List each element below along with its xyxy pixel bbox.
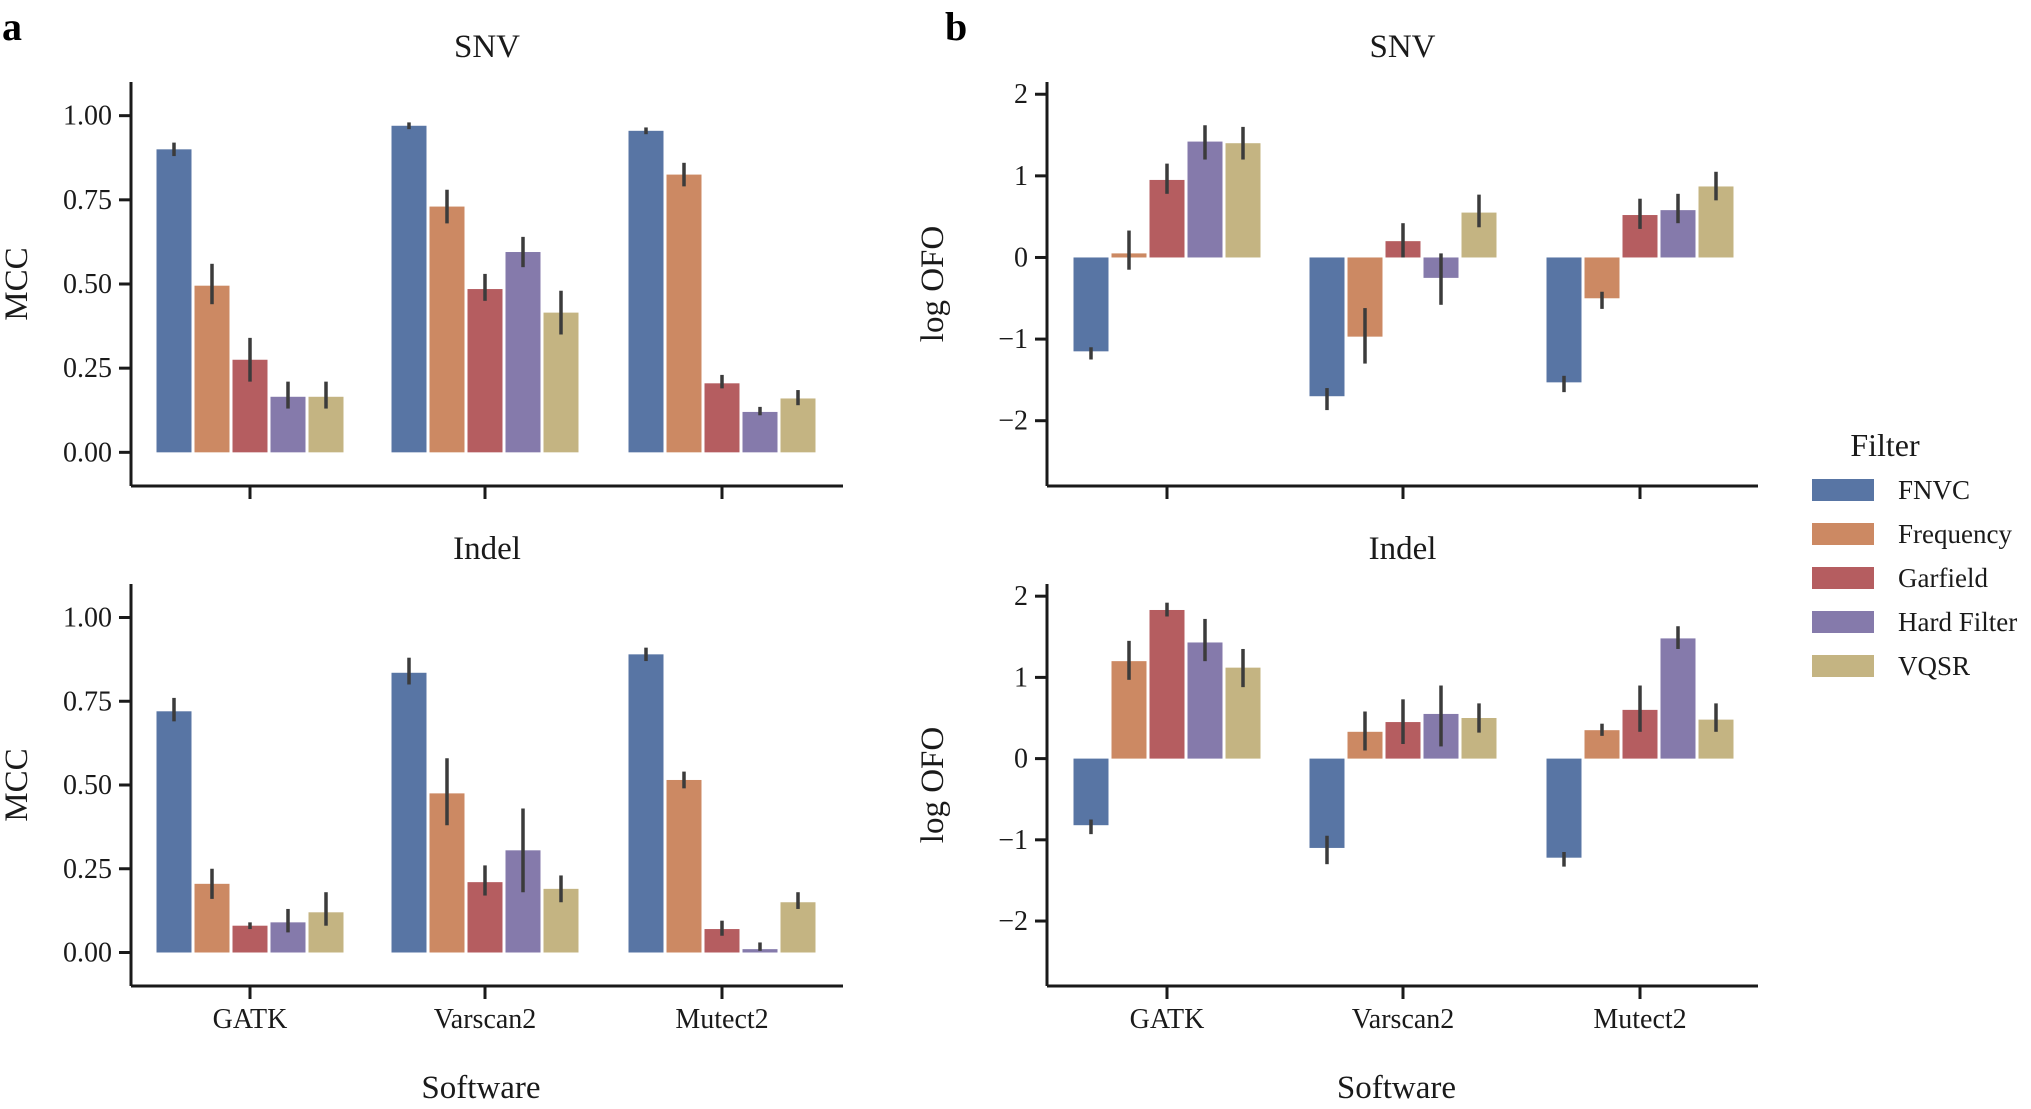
- x-tick-label: Varscan2: [434, 1004, 537, 1035]
- chart-title: Indel: [1369, 531, 1437, 567]
- panel-letter-a: a: [2, 4, 22, 49]
- bar-fnvc: [628, 130, 664, 453]
- bar-garfield: [704, 929, 740, 953]
- y-axis-label: MCC: [0, 748, 35, 821]
- legend-title: Filter: [1850, 427, 1920, 463]
- bar-vqsr: [780, 398, 816, 453]
- y-tick-label: −1: [998, 825, 1028, 856]
- bar-frequency: [666, 779, 702, 953]
- y-tick-label: 1.00: [63, 603, 112, 634]
- bar-garfield: [232, 925, 268, 953]
- x-tick-label: Mutect2: [1593, 1004, 1686, 1035]
- y-tick-label: 0.00: [63, 437, 112, 468]
- legend-swatch-vqsr: [1812, 655, 1874, 677]
- legend-label: Hard Filter: [1898, 607, 2017, 637]
- bar-garfield: [467, 289, 503, 453]
- bar-garfield: [704, 383, 740, 453]
- x-tick-label: GATK: [1130, 1004, 1205, 1035]
- y-tick-label: 2: [1014, 581, 1028, 612]
- y-tick-label: 2: [1014, 79, 1028, 110]
- chart-b-indel: −2 −1 0 1 2 GATK Varscan2 Mutect2 Indel log OFO So…: [915, 531, 1758, 1106]
- chart-title: SNV: [454, 29, 520, 65]
- y-tick-label: 0.50: [63, 770, 112, 801]
- y-tick-label: 1: [1014, 662, 1028, 693]
- bar-garfield: [1149, 609, 1185, 759]
- bar-hard-filter: [1187, 642, 1223, 759]
- bar-fnvc: [156, 711, 192, 953]
- bar-vqsr: [1225, 143, 1261, 258]
- legend-label: FNVC: [1898, 475, 1970, 505]
- legend-swatch-frequency: [1812, 523, 1874, 545]
- bar-fnvc: [1073, 257, 1109, 352]
- bar-fnvc: [628, 654, 664, 953]
- legend-label: VQSR: [1898, 651, 1970, 681]
- bar-fnvc: [1309, 758, 1345, 848]
- chart-a-indel: 0.00 0.25 0.50 0.75 1.00 GATK Varscan2 Mutect2 I…: [0, 531, 843, 1106]
- chart-title: SNV: [1369, 29, 1435, 65]
- y-tick-label: −2: [998, 406, 1028, 437]
- legend-swatch-hard-filter: [1812, 611, 1874, 633]
- y-axis-label: MCC: [0, 247, 35, 320]
- x-tick-label: Mutect2: [675, 1004, 768, 1035]
- bar-frequency: [1584, 257, 1620, 299]
- legend-swatch-fnvc: [1812, 479, 1874, 501]
- x-axis-label: Software: [421, 1070, 540, 1106]
- bar-hard-filter: [1660, 638, 1696, 759]
- bar-fnvc: [1309, 257, 1345, 397]
- y-tick-label: 0: [1014, 744, 1028, 775]
- y-tick-label: 1.00: [63, 101, 112, 132]
- y-tick-label: 1: [1014, 161, 1028, 192]
- y-tick-label: 0.50: [63, 269, 112, 300]
- bar-vqsr: [780, 902, 816, 953]
- y-tick-label: 0.75: [63, 185, 112, 216]
- legend-label: Frequency: [1898, 519, 2012, 549]
- y-tick-label: 0.25: [63, 854, 112, 885]
- x-tick-label: Varscan2: [1352, 1004, 1455, 1035]
- bar-frequency: [429, 206, 465, 453]
- chart-a-snv: 0.00 0.25 0.50 0.75 1.00 SNV MCC: [0, 29, 843, 499]
- bar-frequency: [194, 285, 230, 453]
- y-tick-label: −2: [998, 906, 1028, 937]
- bar-fnvc: [1546, 758, 1582, 858]
- bar-fnvc: [391, 125, 427, 453]
- bar-vqsr: [543, 312, 579, 453]
- y-tick-label: 0: [1014, 242, 1028, 273]
- y-axis-label: log OFO: [915, 727, 951, 843]
- y-tick-label: 0.25: [63, 353, 112, 384]
- bar-fnvc: [156, 149, 192, 453]
- bar-fnvc: [1073, 758, 1109, 826]
- bar-fnvc: [1546, 257, 1582, 383]
- charts: 0.000.250.500.751.00SNVMCC0.000.250.500.…: [0, 29, 1758, 1106]
- bar-hard-filter: [1187, 141, 1223, 258]
- legend-items: FNVC Frequency Garfield Hard Filter VQSR: [1812, 475, 2017, 681]
- bar-hard-filter: [742, 411, 778, 453]
- bar-frequency: [666, 174, 702, 453]
- legend: Filter FNVC Frequency Garfield Hard Filter V…: [1812, 427, 2017, 681]
- bar-hard-filter: [505, 252, 541, 453]
- legend-swatch-garfield: [1812, 567, 1874, 589]
- y-axis-label: log OFO: [915, 226, 951, 342]
- y-tick-label: −1: [998, 324, 1028, 355]
- chart-b-snv: −2 −1 0 1 2 SNV log OFO: [915, 29, 1758, 499]
- legend-label: Garfield: [1898, 563, 1988, 593]
- x-axis-label: Software: [1337, 1070, 1456, 1106]
- y-tick-label: 0.75: [63, 686, 112, 717]
- y-tick-label: 0.00: [63, 938, 112, 969]
- chart-title: Indel: [453, 531, 521, 567]
- bar-fnvc: [391, 672, 427, 953]
- panel-letter-b: b: [945, 4, 967, 49]
- x-tick-label: GATK: [213, 1004, 288, 1035]
